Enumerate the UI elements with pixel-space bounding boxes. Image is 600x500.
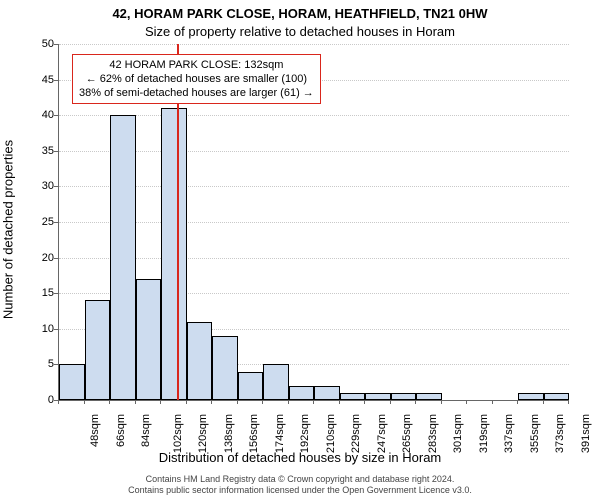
x-tick-mark: [58, 400, 59, 404]
x-tick-mark: [466, 400, 467, 404]
x-tick-label: 120sqm: [197, 414, 209, 453]
y-tick-label: 35: [32, 145, 54, 157]
histogram-bar: [544, 393, 570, 400]
x-tick-mark: [186, 400, 187, 404]
x-tick-label: 265sqm: [401, 414, 413, 453]
x-tick-label: 210sqm: [325, 414, 337, 453]
histogram-bar: [212, 336, 238, 400]
histogram-bar: [289, 386, 315, 400]
histogram-bar: [110, 115, 136, 400]
x-tick-label: 229sqm: [350, 414, 362, 453]
x-tick-label: 337sqm: [503, 414, 515, 453]
histogram-bar: [263, 364, 289, 400]
x-tick-label: 301sqm: [452, 414, 464, 453]
x-tick-mark: [364, 400, 365, 404]
x-tick-mark: [84, 400, 85, 404]
annotation-box: 42 HORAM PARK CLOSE: 132sqm← 62% of deta…: [72, 54, 321, 104]
histogram-bar: [416, 393, 442, 400]
x-tick-label: 174sqm: [274, 414, 286, 453]
footer-line: Contains HM Land Registry data © Crown c…: [0, 474, 600, 485]
y-tick-mark: [54, 151, 58, 152]
x-tick-label: 247sqm: [376, 414, 388, 453]
x-tick-label: 138sqm: [223, 414, 235, 453]
x-tick-label: 319sqm: [478, 414, 490, 453]
y-tick-label: 5: [32, 358, 54, 370]
x-tick-mark: [160, 400, 161, 404]
histogram-bar: [161, 108, 187, 400]
y-tick-label: 0: [32, 394, 54, 406]
x-tick-label: 355sqm: [529, 414, 541, 453]
x-tick-mark: [237, 400, 238, 404]
y-axis-label: Number of detached properties: [1, 140, 16, 319]
x-tick-mark: [288, 400, 289, 404]
x-tick-label: 102sqm: [172, 414, 184, 453]
chart-subtitle: Size of property relative to detached ho…: [0, 24, 600, 39]
y-tick-mark: [54, 258, 58, 259]
x-tick-mark: [543, 400, 544, 404]
x-tick-mark: [492, 400, 493, 404]
x-tick-mark: [313, 400, 314, 404]
y-tick-label: 15: [32, 287, 54, 299]
y-tick-mark: [54, 80, 58, 81]
annotation-line: ← 62% of detached houses are smaller (10…: [79, 72, 314, 86]
y-tick-mark: [54, 364, 58, 365]
x-tick-mark: [339, 400, 340, 404]
x-tick-mark: [109, 400, 110, 404]
x-tick-label: 66sqm: [115, 414, 127, 447]
x-tick-label: 192sqm: [299, 414, 311, 453]
footer-text: Contains HM Land Registry data © Crown c…: [0, 474, 600, 496]
x-tick-mark: [517, 400, 518, 404]
annotation-line: 42 HORAM PARK CLOSE: 132sqm: [79, 58, 314, 72]
histogram-bar: [238, 372, 264, 400]
y-tick-mark: [54, 44, 58, 45]
gridline: [59, 222, 569, 223]
histogram-bar: [85, 300, 111, 400]
x-tick-label: 283sqm: [427, 414, 439, 453]
x-tick-mark: [441, 400, 442, 404]
histogram-bar: [365, 393, 391, 400]
x-tick-label: 373sqm: [554, 414, 566, 453]
chart-title: 42, HORAM PARK CLOSE, HORAM, HEATHFIELD,…: [0, 6, 600, 21]
chart-root: 42, HORAM PARK CLOSE, HORAM, HEATHFIELD,…: [0, 0, 600, 500]
y-tick-label: 10: [32, 323, 54, 335]
gridline: [59, 115, 569, 116]
x-tick-mark: [135, 400, 136, 404]
x-tick-mark: [262, 400, 263, 404]
x-tick-label: 156sqm: [248, 414, 260, 453]
x-tick-mark: [415, 400, 416, 404]
histogram-bar: [314, 386, 340, 400]
y-tick-label: 50: [32, 38, 54, 50]
y-tick-label: 25: [32, 216, 54, 228]
annotation-line: 38% of semi-detached houses are larger (…: [79, 86, 314, 100]
y-tick-label: 45: [32, 74, 54, 86]
x-tick-label: 48sqm: [89, 414, 101, 447]
y-tick-mark: [54, 115, 58, 116]
x-tick-label: 84sqm: [140, 414, 152, 447]
histogram-bar: [518, 393, 544, 400]
gridline: [59, 44, 569, 45]
x-tick-mark: [390, 400, 391, 404]
x-tick-mark: [568, 400, 569, 404]
histogram-bar: [340, 393, 366, 400]
y-tick-label: 30: [32, 180, 54, 192]
histogram-bar: [59, 364, 85, 400]
y-tick-mark: [54, 293, 58, 294]
histogram-bar: [136, 279, 162, 400]
x-tick-label: 391sqm: [580, 414, 592, 453]
gridline: [59, 258, 569, 259]
gridline: [59, 186, 569, 187]
x-tick-mark: [211, 400, 212, 404]
y-tick-mark: [54, 329, 58, 330]
y-tick-label: 20: [32, 252, 54, 264]
gridline: [59, 151, 569, 152]
y-tick-label: 40: [32, 109, 54, 121]
y-tick-mark: [54, 186, 58, 187]
histogram-bar: [391, 393, 417, 400]
histogram-bar: [187, 322, 213, 400]
y-tick-mark: [54, 222, 58, 223]
footer-line: Contains public sector information licen…: [0, 485, 600, 496]
